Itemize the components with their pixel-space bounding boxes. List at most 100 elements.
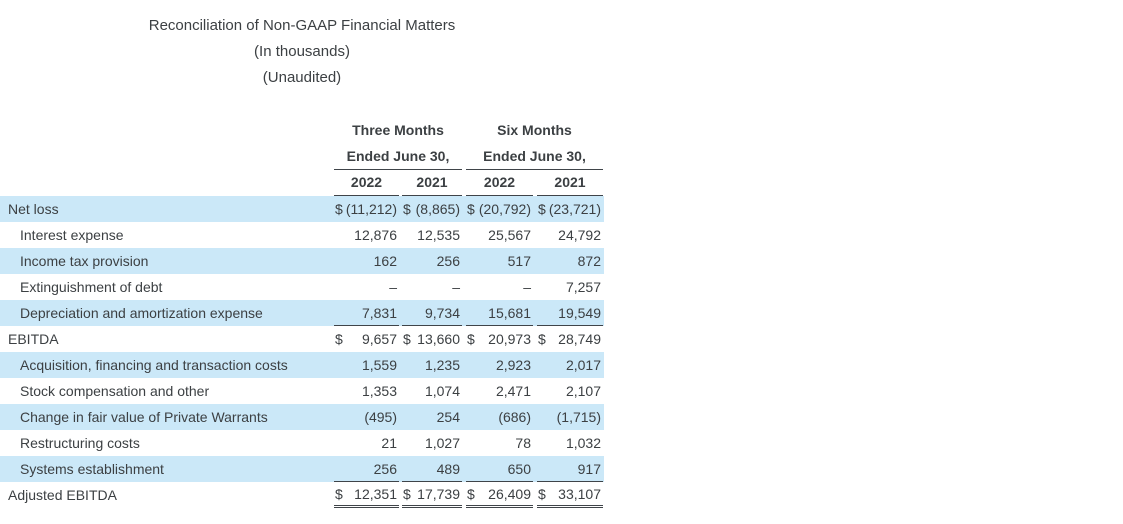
financial-table: Three Months Ended June 30, Six Months E… <box>0 117 604 508</box>
cell-value: 7,257 <box>565 279 601 295</box>
cell-value: 28,749 <box>558 331 601 347</box>
cell-value: (495) <box>364 409 397 425</box>
cell-value: 24,792 <box>558 227 601 243</box>
table-cell: 162 <box>334 248 399 274</box>
table-cell: 19,549 <box>537 300 603 326</box>
cell-dollar-sign: $ <box>403 201 411 217</box>
column-group-line2: Ended June 30, <box>483 148 586 164</box>
cell-value: 917 <box>577 460 601 477</box>
page-title: Reconciliation of Non-GAAP Financial Mat… <box>148 17 456 34</box>
table-cell: 1,032 <box>537 430 603 456</box>
cell-value: (8,865) <box>415 201 460 217</box>
table-row: Extinguishment of debt – – – 7,257 <box>0 274 604 300</box>
table-cell: 25,567 <box>466 222 533 248</box>
table-cell: 1,559 <box>334 352 399 378</box>
table-cell: 24,792 <box>537 222 603 248</box>
row-label: Stock compensation and other <box>20 383 210 399</box>
table-cell: 7,831 <box>334 300 399 326</box>
cell-value: 2,107 <box>565 383 601 399</box>
table-cell: 7,257 <box>537 274 603 300</box>
cell-value: 256 <box>436 253 460 269</box>
table-cell: 78 <box>466 430 533 456</box>
cell-value: 12,535 <box>417 227 460 243</box>
table-cell: $33,107 <box>537 482 603 508</box>
table-cell: – <box>402 274 462 300</box>
cell-value: – <box>523 279 531 295</box>
label-column-spacer <box>0 117 334 170</box>
cell-dollar-sign: $ <box>335 331 343 347</box>
table-cell: 1,235 <box>402 352 462 378</box>
table-cell: 254 <box>402 404 462 430</box>
cell-value: 1,559 <box>361 357 397 373</box>
table-cell: $26,409 <box>466 482 533 508</box>
table-cell: (1,715) <box>537 404 603 430</box>
table-cell: $9,657 <box>334 326 399 352</box>
cell-dollar-sign: $ <box>467 331 475 347</box>
column-group-header-row: Three Months Ended June 30, Six Months E… <box>0 117 604 170</box>
cell-value: 33,107 <box>558 485 601 502</box>
cell-value: 7,831 <box>361 304 397 321</box>
cell-dollar-sign: $ <box>538 331 546 347</box>
table-cell: 9,734 <box>402 300 462 326</box>
cell-value: (686) <box>498 409 531 425</box>
table-cell: $13,660 <box>402 326 462 352</box>
year-header-row: 2022 2021 2022 2021 <box>0 170 604 196</box>
table-cell: 12,535 <box>402 222 462 248</box>
row-label: Adjusted EBITDA <box>8 487 117 503</box>
year-header: 2021 <box>537 170 603 196</box>
row-label: Net loss <box>8 201 59 217</box>
cell-value: 12,351 <box>354 485 397 502</box>
table-cell: $12,351 <box>334 482 399 508</box>
column-group-three-months: Three Months Ended June 30, <box>334 117 462 170</box>
cell-value: 1,032 <box>565 435 601 451</box>
cell-value: 1,353 <box>361 383 397 399</box>
cell-value: 21 <box>381 435 397 451</box>
cell-value: (1,715) <box>556 409 601 425</box>
table-cell: $28,749 <box>537 326 603 352</box>
table-cell: 1,027 <box>402 430 462 456</box>
cell-value: 19,549 <box>558 304 601 321</box>
table-row: Depreciation and amortization expense 7,… <box>0 300 604 326</box>
cell-value: 162 <box>373 253 397 269</box>
cell-value: 20,973 <box>488 331 531 347</box>
cell-value: 13,660 <box>417 331 460 347</box>
label-column-spacer <box>0 170 334 196</box>
year-header: 2021 <box>402 170 462 196</box>
cell-value: 254 <box>436 409 460 425</box>
document-header: Reconciliation of Non-GAAP Financial Mat… <box>0 0 604 91</box>
table-row: Adjusted EBITDA $12,351 $17,739 $26,409 … <box>0 482 604 508</box>
table-cell: 21 <box>334 430 399 456</box>
table-cell: $ (11,212) <box>334 196 399 222</box>
column-group-line2: Ended June 30, <box>346 148 450 164</box>
table-cell: (495) <box>334 404 399 430</box>
row-label: Change in fair value of Private Warrants <box>20 409 268 425</box>
cell-dollar-sign: $ <box>538 201 546 217</box>
table-cell: 2,923 <box>466 352 533 378</box>
cell-value: 9,734 <box>424 304 460 321</box>
cell-dollar-sign: $ <box>467 201 475 217</box>
column-group-six-months: Six Months Ended June 30, <box>466 117 603 170</box>
table-cell: 2,471 <box>466 378 533 404</box>
column-group-line1: Three Months <box>352 122 444 138</box>
table-row: Restructuring costs 21 1,027 78 1,032 <box>0 430 604 456</box>
cell-value: 489 <box>436 460 460 477</box>
year-header: 2022 <box>466 170 533 196</box>
cell-value: – <box>389 279 397 295</box>
row-label: Restructuring costs <box>20 435 140 451</box>
table-cell: 12,876 <box>334 222 399 248</box>
table-cell: 1,353 <box>334 378 399 404</box>
row-label: Acquisition, financing and transaction c… <box>20 357 288 373</box>
cell-dollar-sign: $ <box>403 331 411 347</box>
row-label: Interest expense <box>20 227 124 243</box>
table-cell: – <box>334 274 399 300</box>
cell-value: 78 <box>515 435 531 451</box>
table-row: Stock compensation and other 1,353 1,074… <box>0 378 604 404</box>
cell-value: 25,567 <box>488 227 531 243</box>
table-cell: 489 <box>402 456 462 482</box>
subtitle-unaudited: (Unaudited) <box>262 69 342 86</box>
table-cell: $ (8,865) <box>402 196 462 222</box>
cell-dollar-sign: $ <box>538 485 546 502</box>
table-cell: 256 <box>402 248 462 274</box>
cell-value: 2,017 <box>565 357 601 373</box>
row-label: Depreciation and amortization expense <box>20 305 263 321</box>
